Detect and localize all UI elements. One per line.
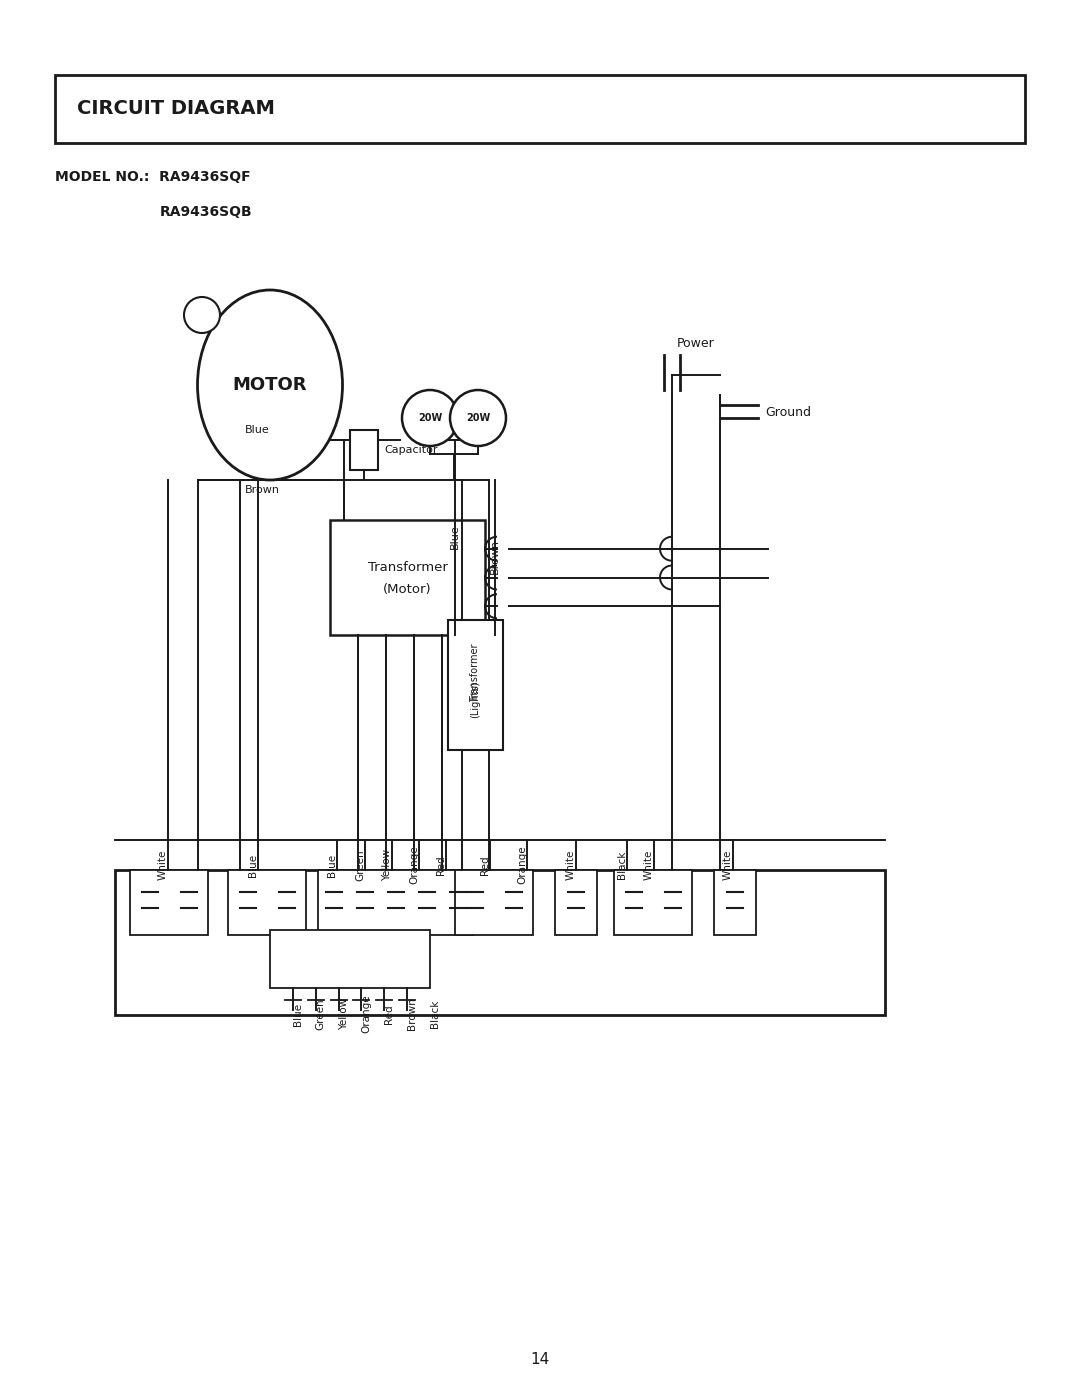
Text: Transformer: Transformer [471,644,481,703]
Text: Black: Black [430,1000,440,1028]
Circle shape [184,298,220,332]
Bar [448,620,503,750]
Text: Green: Green [355,849,365,882]
Text: White: White [723,849,733,880]
Text: Blue: Blue [450,525,460,549]
Text: RA9436SQB: RA9436SQB [160,205,253,219]
Text: CIRCUIT DIAGRAM: CIRCUIT DIAGRAM [77,99,275,119]
Text: Orange: Orange [517,845,527,884]
Text: White: White [644,849,654,880]
Text: Blue: Blue [245,425,270,434]
Bar [330,520,485,636]
Text: Yellow: Yellow [338,997,349,1030]
Text: Brown: Brown [407,997,417,1031]
Text: White: White [158,849,168,880]
Text: White: White [566,849,576,880]
Text: 14: 14 [530,1352,550,1368]
Text: Ground: Ground [765,405,811,419]
Text: Blue: Blue [293,1003,302,1025]
Text: Orange: Orange [409,845,419,884]
Text: (Motor): (Motor) [383,583,432,597]
Bar [228,870,306,935]
Text: Transformer: Transformer [367,562,447,574]
Bar [270,930,430,988]
Text: Power: Power [677,337,715,351]
Text: Capacitor: Capacitor [384,446,437,455]
Bar [615,870,692,935]
Text: Green: Green [315,999,326,1030]
Bar [714,870,756,935]
Circle shape [402,390,458,446]
Text: Red: Red [480,855,490,875]
Bar [455,870,534,935]
Bar [350,430,378,469]
Text: (Lights): (Lights) [471,680,481,718]
Text: Red: Red [436,855,446,875]
Circle shape [450,390,507,446]
Text: MOTOR: MOTOR [233,376,307,394]
Text: Brown: Brown [490,539,500,574]
Text: Orange: Orange [362,995,372,1034]
Bar [555,870,597,935]
Bar [130,870,208,935]
Bar [55,75,1025,142]
Bar [318,870,473,935]
Text: 20W: 20W [418,414,442,423]
Text: Blue: Blue [327,854,337,876]
Ellipse shape [198,291,342,481]
Text: 20W: 20W [465,414,490,423]
Text: Yellow: Yellow [382,849,392,882]
Text: Blue: Blue [248,854,258,876]
Text: Black: Black [617,851,627,879]
Text: Red: Red [384,1004,394,1024]
Bar [114,870,885,1016]
Text: Brown: Brown [245,485,280,495]
Text: MODEL NO.:  RA9436SQF: MODEL NO.: RA9436SQF [55,170,251,184]
